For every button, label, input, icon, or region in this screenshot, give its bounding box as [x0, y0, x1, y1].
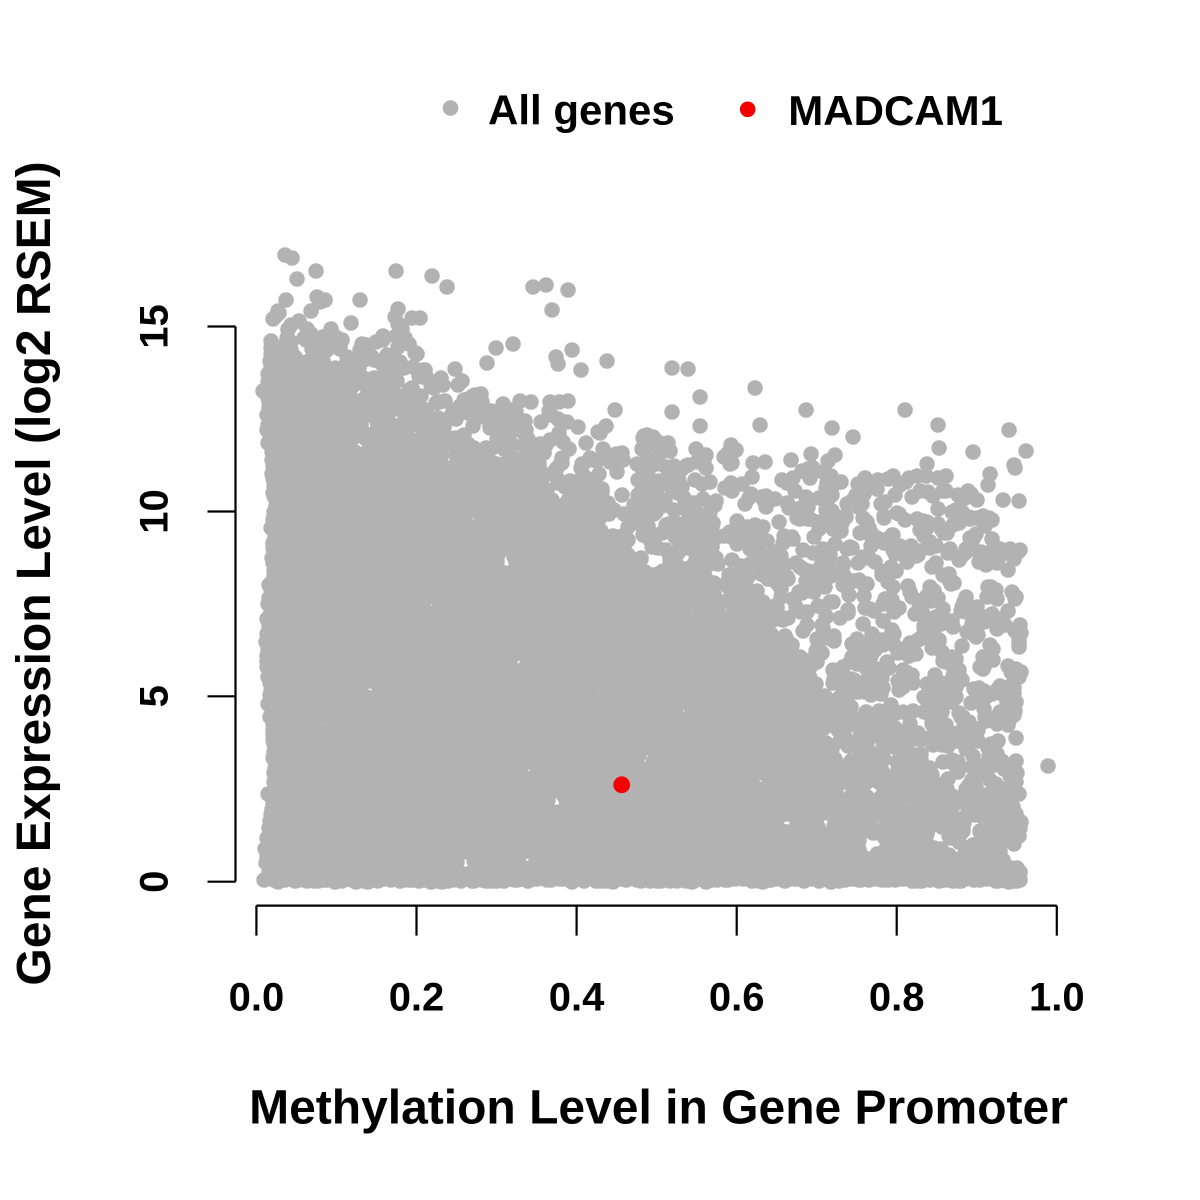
svg-text:0.4: 0.4: [549, 976, 605, 1020]
svg-text:0.2: 0.2: [389, 976, 445, 1020]
svg-text:1.0: 1.0: [1029, 976, 1085, 1020]
svg-text:MADCAM1: MADCAM1: [788, 87, 1003, 134]
svg-text:All genes: All genes: [488, 87, 675, 134]
svg-text:15: 15: [133, 304, 177, 349]
svg-text:0.0: 0.0: [229, 976, 285, 1020]
svg-text:Gene Expression Level (log2 RS: Gene Expression Level (log2 RSEM): [8, 161, 61, 985]
svg-text:0.6: 0.6: [709, 976, 765, 1020]
svg-text:5: 5: [133, 685, 177, 707]
svg-text:Methylation Level in Gene Prom: Methylation Level in Gene Promoter: [249, 1082, 1068, 1135]
svg-text:0: 0: [133, 871, 177, 893]
svg-text:10: 10: [133, 489, 177, 534]
svg-text:0.8: 0.8: [869, 976, 925, 1020]
